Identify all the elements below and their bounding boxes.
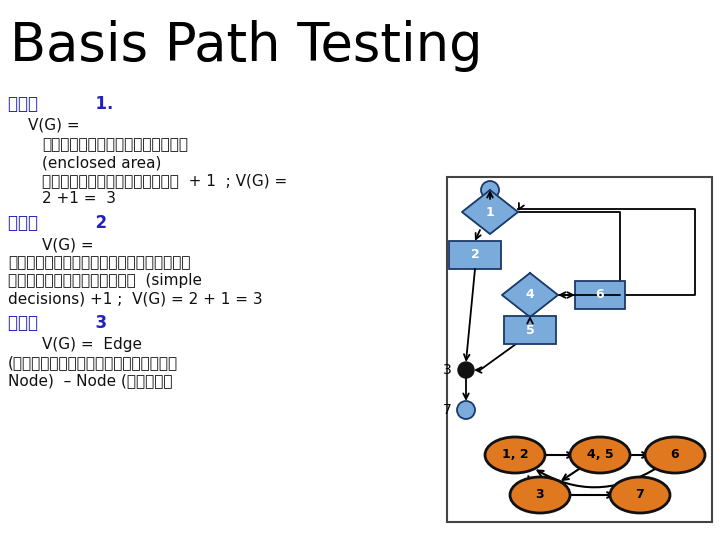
Text: 2 +1 =  3: 2 +1 = 3 (42, 191, 116, 206)
Bar (447, 177, 712, 522)
Text: ในผงงานโปรแกรม  (simple: ในผงงานโปรแกรม (simple (8, 273, 202, 288)
Text: 2: 2 (471, 248, 480, 261)
Ellipse shape (510, 477, 570, 513)
Text: decisions) +1 ;  V(G) = 2 + 1 = 3: decisions) +1 ; V(G) = 2 + 1 = 3 (8, 291, 263, 306)
Text: 1, 2: 1, 2 (502, 449, 528, 462)
Text: 3: 3 (444, 363, 452, 377)
Text: 6: 6 (671, 449, 679, 462)
Text: 4: 4 (526, 288, 534, 301)
Text: 4, 5: 4, 5 (587, 449, 613, 462)
Ellipse shape (610, 477, 670, 513)
Text: วธท          1.: วธท 1. (8, 95, 113, 113)
Text: (enclosed area): (enclosed area) (42, 155, 161, 170)
Text: Basis Path Testing: Basis Path Testing (10, 20, 482, 72)
Ellipse shape (570, 437, 630, 473)
Text: ของผงงานโปรแกรม  + 1  ; V(G) =: ของผงงานโปรแกรม + 1 ; V(G) = (42, 173, 287, 188)
Circle shape (481, 181, 499, 199)
Text: V(G) =  Edge: V(G) = Edge (42, 337, 142, 352)
Text: V(G) =: V(G) = (28, 118, 80, 133)
Text: 7: 7 (444, 403, 452, 417)
Text: 6: 6 (595, 288, 604, 301)
Bar (504, 316, 556, 344)
Circle shape (458, 362, 474, 378)
Text: 3: 3 (536, 489, 544, 502)
Bar (449, 241, 501, 269)
Text: จำนวนของพนทแบบปด: จำนวนของพนทแบบปด (42, 137, 188, 152)
Bar (575, 281, 625, 309)
Text: 7: 7 (636, 489, 644, 502)
Polygon shape (462, 190, 518, 234)
Text: (จำนวนเสนเชอมระหวาง: (จำนวนเสนเชอมระหวาง (8, 355, 178, 370)
Text: V(G) =: V(G) = (42, 237, 94, 252)
Polygon shape (502, 273, 558, 317)
Text: วธท          2: วธท 2 (8, 214, 107, 232)
Text: 5: 5 (526, 323, 534, 336)
Circle shape (457, 401, 475, 419)
Ellipse shape (485, 437, 545, 473)
Ellipse shape (645, 437, 705, 473)
Text: วธท          3: วธท 3 (8, 314, 107, 332)
Text: 1: 1 (485, 206, 495, 219)
Text: จำนวนของสญลกษณตดสนใจ: จำนวนของสญลกษณตดสนใจ (8, 255, 191, 270)
Text: Node)  – Node (จำนวน: Node) – Node (จำนวน (8, 373, 173, 388)
